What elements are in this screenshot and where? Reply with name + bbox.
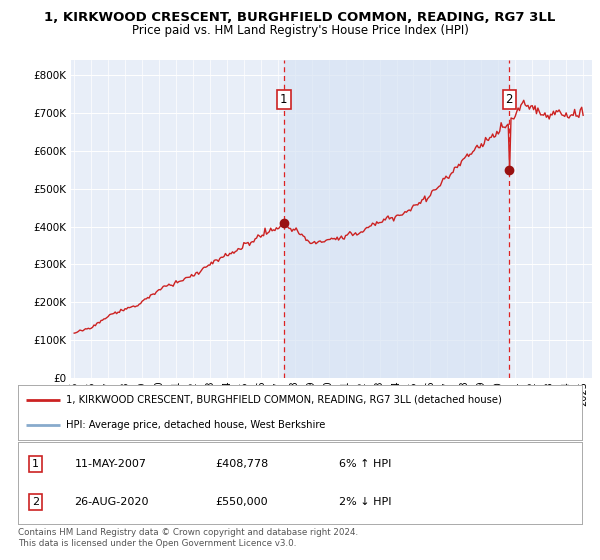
Text: 6% ↑ HPI: 6% ↑ HPI [340,459,392,469]
Text: 1, KIRKWOOD CRESCENT, BURGHFIELD COMMON, READING, RG7 3LL: 1, KIRKWOOD CRESCENT, BURGHFIELD COMMON,… [44,11,556,24]
Text: HPI: Average price, detached house, West Berkshire: HPI: Average price, detached house, West… [66,420,325,430]
Text: 26-AUG-2020: 26-AUG-2020 [74,497,149,507]
Text: 1: 1 [280,93,287,106]
Text: Price paid vs. HM Land Registry's House Price Index (HPI): Price paid vs. HM Land Registry's House … [131,24,469,37]
Text: 2% ↓ HPI: 2% ↓ HPI [340,497,392,507]
Text: 2: 2 [506,93,513,106]
Text: £550,000: £550,000 [215,497,268,507]
Text: 1, KIRKWOOD CRESCENT, BURGHFIELD COMMON, READING, RG7 3LL (detached house): 1, KIRKWOOD CRESCENT, BURGHFIELD COMMON,… [66,395,502,404]
Text: 11-MAY-2007: 11-MAY-2007 [74,459,146,469]
Text: Contains HM Land Registry data © Crown copyright and database right 2024.
This d: Contains HM Land Registry data © Crown c… [18,528,358,548]
Text: £408,778: £408,778 [215,459,269,469]
Text: 1: 1 [32,459,39,469]
Bar [284,60,509,378]
Text: 2: 2 [32,497,39,507]
